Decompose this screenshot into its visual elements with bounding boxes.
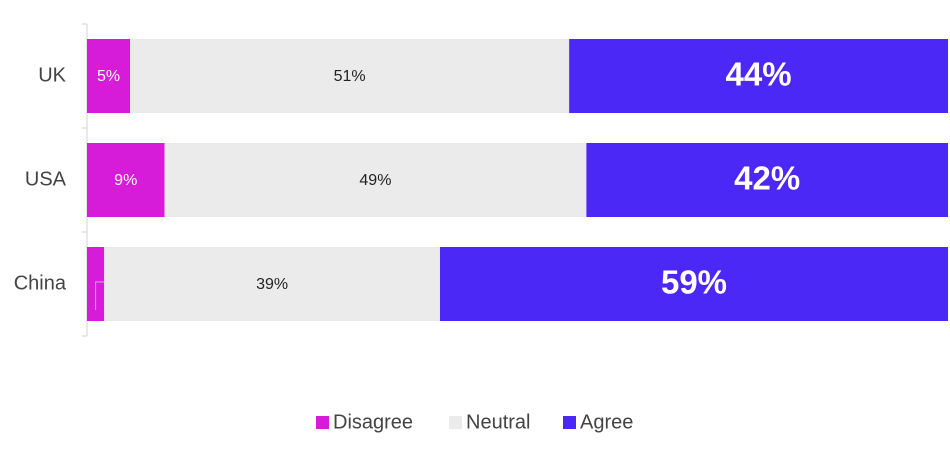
value-label: 59%: [661, 264, 727, 301]
bar-segment: [130, 39, 570, 113]
legend-swatch: [449, 416, 462, 429]
y-tick-label: UK: [38, 64, 66, 86]
y-tick-label: China: [14, 272, 67, 294]
value-label: 51%: [334, 68, 366, 85]
legend-label: Agree: [580, 411, 633, 433]
label-leader: [95, 281, 109, 310]
bar-segment: [87, 143, 165, 217]
legend-label: Neutral: [466, 411, 530, 433]
legend-label: Disagree: [333, 411, 413, 433]
bar-segment: [569, 39, 948, 113]
legend: Disagree Neutral Agree: [316, 411, 633, 433]
legend-swatch: [563, 416, 576, 429]
bar-segment: [164, 143, 587, 217]
legend-swatch: [316, 416, 329, 429]
value-label: 44%: [726, 56, 792, 93]
y-tick-label: USA: [25, 168, 67, 190]
value-label: 9%: [114, 172, 137, 189]
bar-segment: [440, 247, 948, 321]
bar-segment: [104, 247, 441, 321]
value-label: 5%: [97, 68, 120, 85]
bar-segment: [586, 143, 948, 217]
value-label: 39%: [256, 276, 288, 293]
value-label: 42%: [734, 160, 800, 197]
value-label: 49%: [359, 172, 391, 189]
bar-segment: [87, 39, 131, 113]
